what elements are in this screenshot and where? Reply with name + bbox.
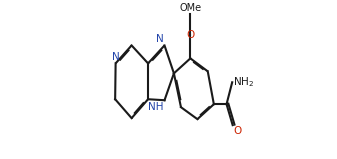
- Text: O: O: [234, 126, 242, 136]
- Text: N: N: [156, 34, 164, 44]
- Text: NH: NH: [148, 102, 164, 112]
- Text: NH$_2$: NH$_2$: [233, 75, 254, 89]
- Text: N: N: [112, 52, 120, 62]
- Text: O: O: [186, 31, 194, 41]
- Text: OMe: OMe: [179, 3, 202, 13]
